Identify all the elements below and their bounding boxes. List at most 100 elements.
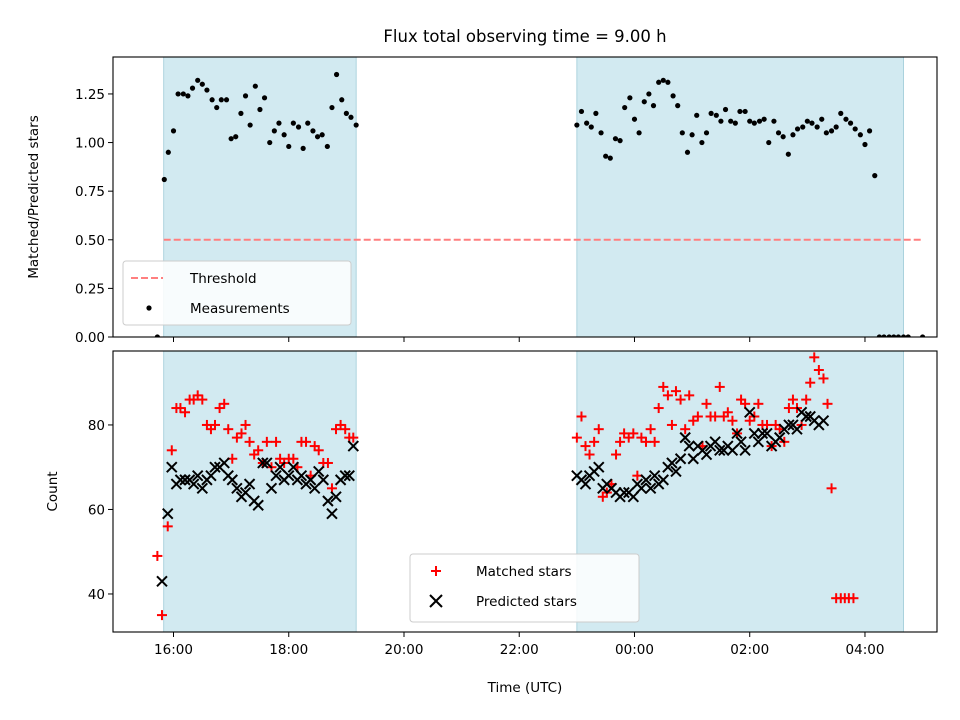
matched-star-marker: [240, 419, 251, 430]
measurement-point: [679, 130, 685, 136]
measurement-point: [185, 93, 191, 99]
measurement-point: [780, 134, 786, 140]
predicted-star-marker: [700, 448, 713, 461]
predicted-star-marker: [265, 482, 278, 495]
matched-star-marker: [209, 419, 220, 430]
measurement-point: [694, 112, 700, 118]
matched-star-marker: [271, 436, 282, 447]
measurement-point: [847, 120, 854, 126]
measurement-point: [238, 110, 244, 116]
measurement-point: [699, 139, 705, 146]
predicted-star-marker: [187, 478, 200, 490]
matched-star-marker: [653, 403, 664, 414]
measurement-point: [195, 77, 201, 83]
matched-star-marker: [727, 415, 738, 426]
observing-window-span: [576, 57, 904, 337]
measurement-point: [218, 97, 224, 103]
measurement-point: [627, 95, 633, 101]
measurement-point: [286, 143, 292, 150]
matched-star-marker: [156, 610, 167, 621]
legend: Matched stars Predicted stars: [409, 553, 640, 623]
predicted-star-marker: [783, 419, 795, 431]
predicted-star-marker: [317, 474, 330, 486]
measurement-point: [919, 334, 926, 337]
measurement-point: [209, 97, 215, 103]
measurement-point: [339, 97, 345, 103]
x-tick-label: 22:00: [500, 642, 539, 658]
measurement-point: [228, 136, 234, 142]
predicted-star-marker: [243, 478, 256, 490]
predicted-star-marker: [679, 431, 691, 444]
measurement-point: [319, 132, 325, 138]
matched-star-marker: [576, 411, 587, 422]
measurement-point: [747, 118, 753, 124]
predicted-star-marker: [752, 436, 765, 448]
measurement-point: [713, 112, 719, 118]
matched-star-marker: [658, 381, 669, 392]
measurement-point: [281, 132, 287, 138]
matched-star-marker: [313, 445, 324, 456]
matched-star-marker: [666, 419, 677, 430]
legend-entry-label: Measurements: [190, 301, 290, 317]
legend-measurement-swatch: [146, 305, 152, 311]
measurement-point: [804, 118, 810, 124]
predicted-star-marker: [791, 423, 803, 435]
predicted-star-marker: [313, 465, 325, 478]
measurement-point: [290, 120, 296, 126]
measurement-point: [785, 151, 791, 157]
measurement-point: [857, 132, 863, 138]
predicted-star-marker: [773, 431, 786, 444]
predicted-star-marker: [270, 469, 282, 482]
matched-star-marker: [628, 428, 639, 439]
measurement-point: [631, 116, 638, 122]
axes-frame: [112, 350, 938, 633]
y-axis-label: Count: [45, 471, 61, 511]
predicted-star-marker: [156, 575, 168, 588]
predicted-star-marker: [735, 436, 747, 448]
matched-star-marker: [805, 377, 816, 388]
measurement-point: [809, 120, 815, 126]
predicted-star-marker: [343, 469, 355, 482]
measurement-point: [684, 149, 691, 155]
measurement-point: [775, 130, 782, 136]
predicted-star-marker: [179, 474, 191, 486]
matched-star-marker: [236, 428, 247, 439]
predicted-star-marker: [322, 495, 334, 507]
measurement-point: [242, 93, 249, 99]
y-tick-label: 60: [88, 502, 105, 518]
measurement-point: [593, 110, 599, 116]
predicted-star-marker: [205, 469, 217, 482]
matched-star-marker: [809, 352, 820, 363]
matched-star-marker: [593, 424, 604, 435]
measurement-point: [833, 124, 839, 130]
matched-star-marker: [580, 441, 591, 452]
measurement-point: [295, 124, 302, 130]
measurement-point: [766, 139, 772, 146]
ratio-panel: 0.00 0.25 0.50 0.75 1.00 1.25 Matched/Predicte…: [26, 56, 938, 346]
measurement-point: [771, 118, 777, 124]
measurement-point: [872, 173, 878, 179]
predicted-star-marker: [709, 436, 721, 448]
predicted-star-marker: [218, 457, 230, 469]
measurement-point: [300, 145, 306, 151]
y-tick-label: 0.50: [75, 233, 105, 249]
x-axis-label: Time (UTC): [487, 680, 563, 696]
predicted-star-marker: [761, 427, 773, 440]
measurement-point: [603, 153, 609, 159]
legend: Threshold Measurements: [122, 260, 352, 326]
measurement-point: [267, 139, 273, 146]
measurement-point: [646, 91, 652, 97]
measurement-point: [252, 83, 258, 89]
measurement-point: [800, 124, 806, 130]
measurement-point: [732, 120, 738, 126]
measurement-point: [588, 124, 594, 130]
measurement-point: [310, 128, 316, 134]
plot-area: [152, 351, 904, 632]
y-tick-label: 0.75: [75, 184, 105, 200]
measurement-point: [838, 110, 844, 116]
measurement-point: [314, 134, 321, 140]
matched-star-marker: [253, 445, 264, 456]
predicted-star-marker: [330, 491, 342, 503]
measurement-point: [881, 334, 887, 337]
predicted-star-marker: [670, 465, 682, 478]
